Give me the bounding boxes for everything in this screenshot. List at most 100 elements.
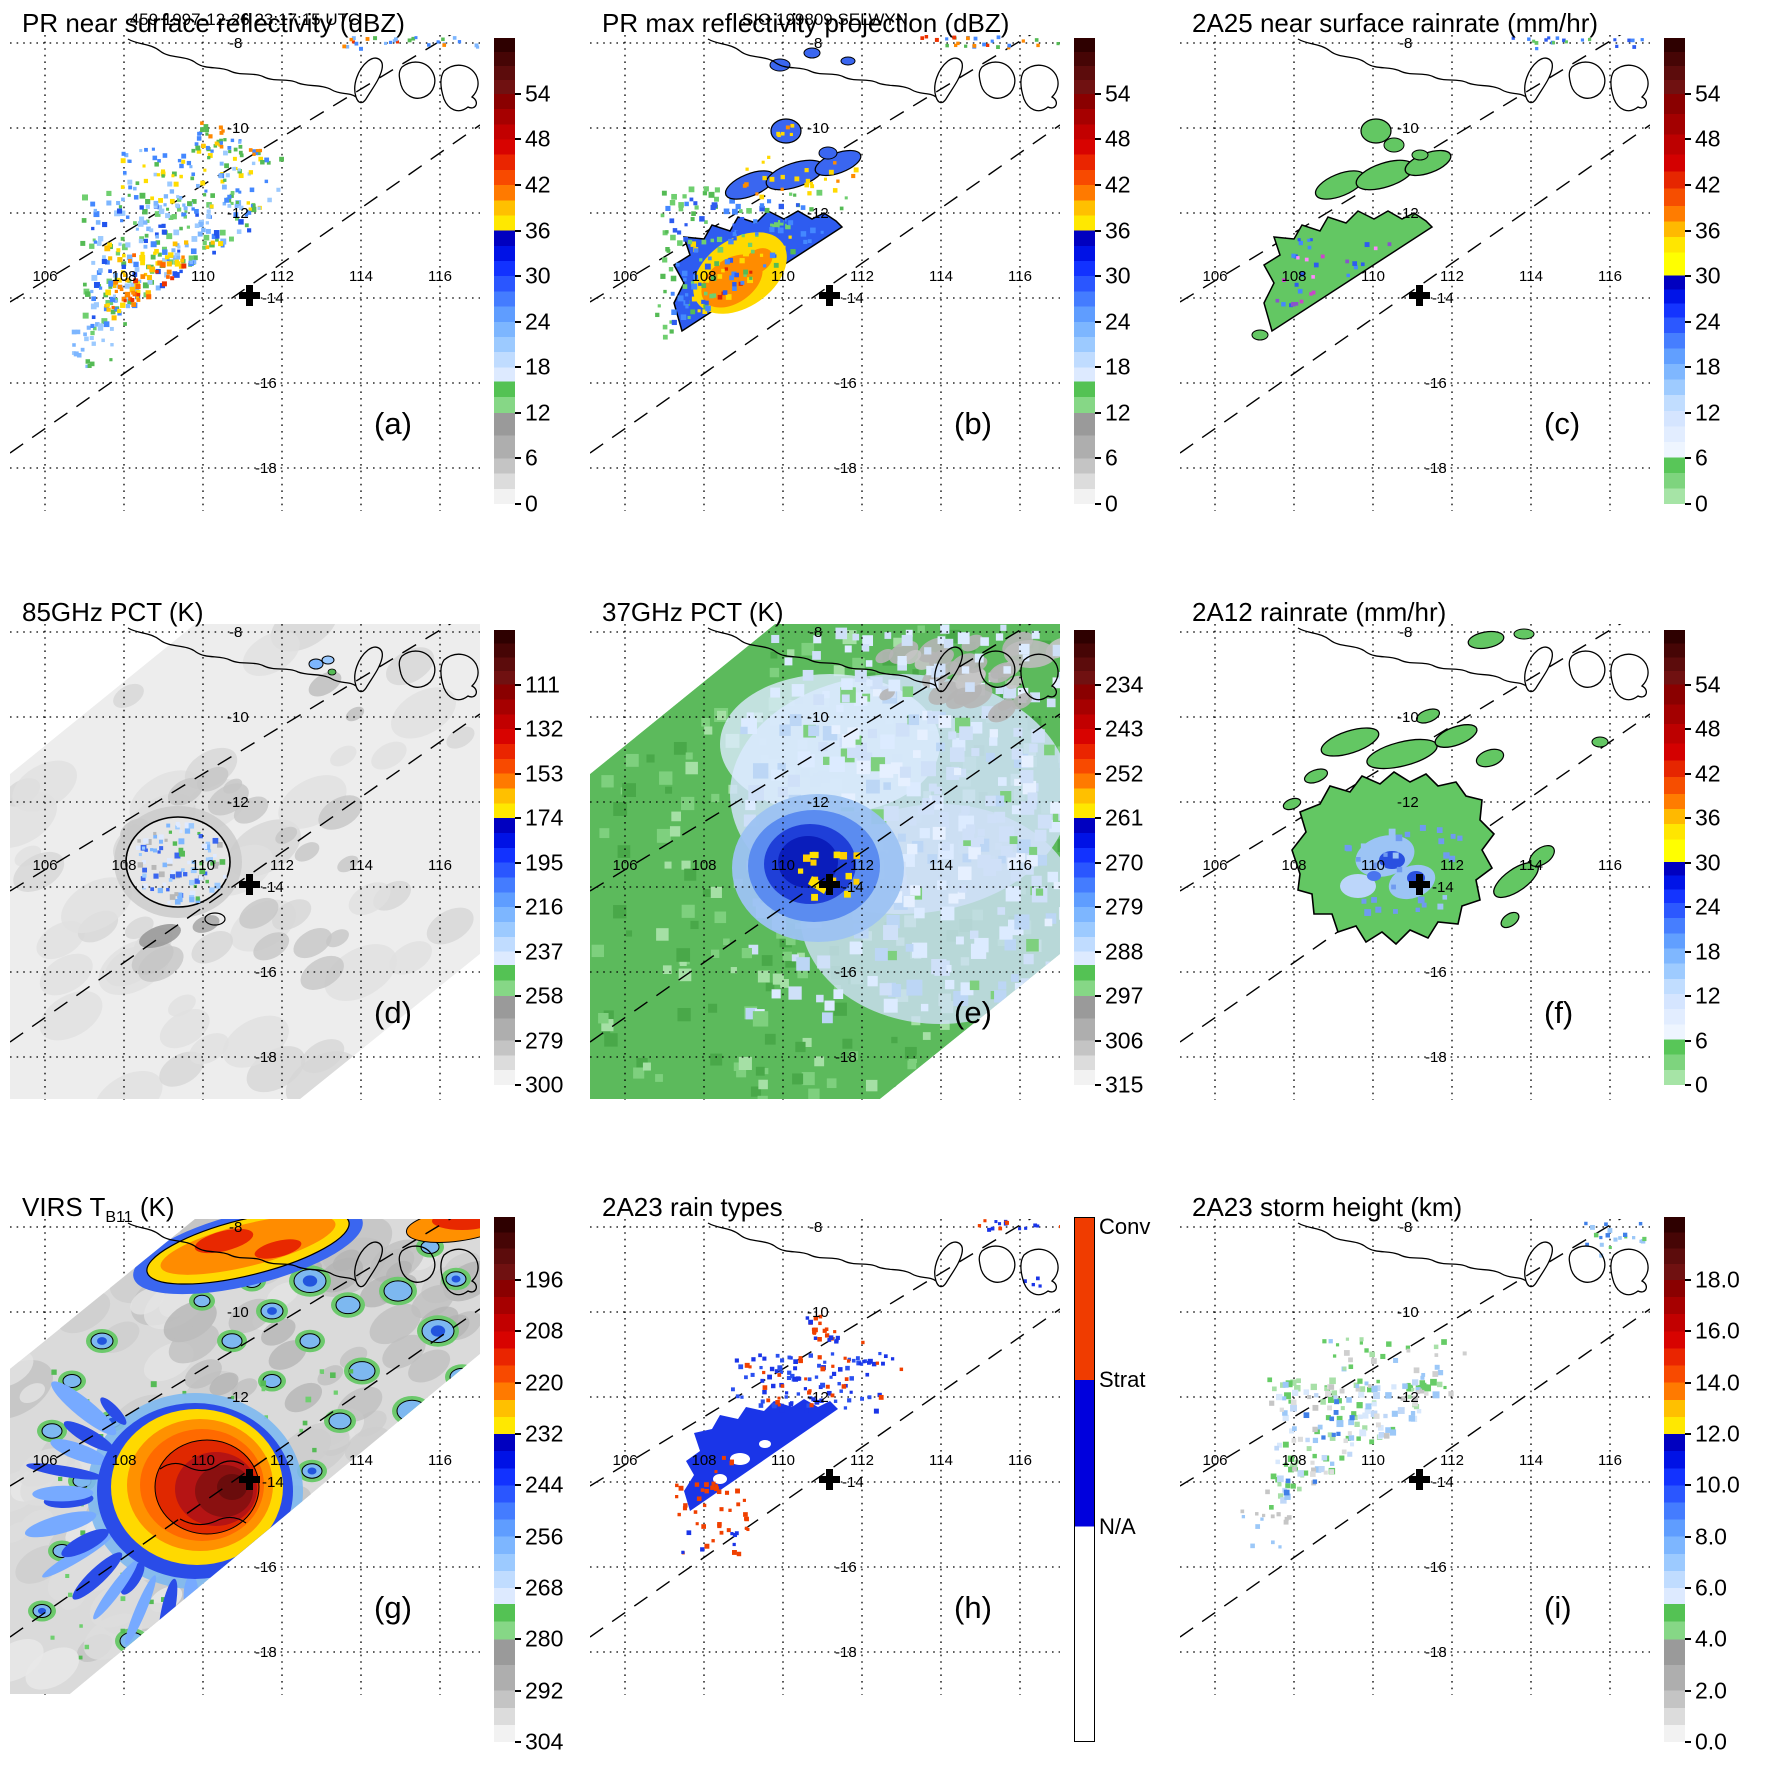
rain-type-label: Conv — [1099, 1214, 1151, 1239]
colorbar-tick — [515, 1279, 521, 1281]
graticule — [1180, 1219, 1650, 1695]
lon-label: 112 — [270, 1452, 294, 1469]
panel-title: PR near surface reflectivity (dBZ) — [22, 8, 405, 38]
colorbar-tick — [515, 503, 521, 505]
colorbar-tick-label: 42 — [1695, 171, 1721, 198]
lon-label: 112 — [270, 268, 294, 285]
lat-label: -10 — [807, 120, 829, 137]
colorbar-tick — [515, 457, 521, 460]
header-timestamp: 459 1997-12-26 23:17:15 UTC — [129, 10, 361, 29]
lat-label: -12 — [807, 205, 829, 222]
colorbar-tick-label: 6 — [525, 444, 538, 471]
lat-label: -16 — [1425, 964, 1447, 981]
colorbar: 54 48 42 36 30 24 18 12 6 0 — [1664, 630, 1771, 1098]
swath-edge-lines — [1180, 1219, 1650, 1638]
lon-label: 112 — [1440, 268, 1464, 285]
lon-label: 108 — [691, 1452, 716, 1469]
colorbar-tick — [1685, 411, 1691, 414]
lon-label: 110 — [1361, 857, 1385, 874]
panel-letter: (a) — [374, 406, 412, 441]
colorbar-tick-label: 36 — [525, 217, 551, 244]
lon-label: 110 — [771, 1452, 795, 1469]
colorbar-tick — [1685, 92, 1691, 95]
lon-label: 110 — [191, 1452, 215, 1469]
lon-label: 110 — [191, 268, 215, 285]
colorbar-tick-label: 2.0 — [1695, 1677, 1727, 1704]
lon-label: 106 — [1202, 268, 1227, 285]
colorbar-tick-label: 292 — [525, 1677, 564, 1704]
colorbar-tick-label: 279 — [1105, 893, 1144, 920]
colorbar-tick — [1095, 950, 1101, 953]
colorbar-tick — [515, 1741, 521, 1743]
colorbar-tick — [1685, 772, 1691, 775]
graticule — [1180, 35, 1650, 511]
colorbar-tick — [1685, 1587, 1691, 1590]
map-a: 106 108 110 112 114 116 -8 -10 -12 -14 -16 -18 — [10, 35, 480, 511]
lon-label: 112 — [1440, 857, 1464, 874]
lat-label: -16 — [255, 375, 277, 392]
colorbar-tick — [515, 995, 521, 997]
colorbar-tick — [1095, 366, 1101, 369]
panel-letter: (g) — [374, 1590, 412, 1625]
colorbar-tick-label: 18 — [525, 353, 551, 380]
lat-label: -16 — [835, 1559, 857, 1576]
colorbar-tick-label: 306 — [1105, 1027, 1144, 1053]
graticule — [590, 1219, 1060, 1695]
colorbar-tick-label: 54 — [1695, 80, 1721, 107]
rain-type-label: Strat — [1099, 1366, 1146, 1392]
colorbar-tick — [515, 1689, 521, 1692]
colorbar-tick-label: 234 — [1105, 671, 1144, 698]
lon-label: 106 — [1202, 1452, 1227, 1469]
colorbar-tick — [1095, 229, 1101, 232]
colorbar-tick-label: 279 — [525, 1027, 564, 1053]
lat-label: -8 — [1399, 624, 1412, 641]
colorbar-scale — [1664, 630, 1685, 1085]
lat-label: -10 — [1397, 709, 1419, 726]
colorbar-tick-label: 256 — [525, 1523, 564, 1550]
colorbar-tick — [515, 817, 521, 820]
lat-label: -8 — [809, 35, 822, 52]
colorbar-tick — [1685, 728, 1691, 731]
panel-title: 85GHz PCT (K) — [22, 597, 204, 627]
colorbar-tick — [515, 950, 521, 953]
data-layer — [10, 1219, 480, 1694]
colorbar-tick — [1095, 503, 1101, 505]
colorbar-tick-label: 6 — [1105, 444, 1118, 471]
lat-label: -18 — [1425, 460, 1447, 477]
colorbar-tick-label: 24 — [1695, 893, 1721, 920]
lon-label: 112 — [850, 268, 874, 285]
lon-label: 106 — [612, 1452, 637, 1469]
colorbar-scale — [1074, 38, 1095, 504]
storm-center-cross — [239, 285, 260, 306]
colorbar-tick — [1685, 457, 1691, 460]
colorbar-tick-label: 16.0 — [1695, 1317, 1740, 1344]
lat-label: -14 — [262, 879, 284, 896]
map-e: 106 108 110 112 114 116 -8 -10 -12 -14 -16 -18 — [590, 624, 1060, 1100]
colorbar-tick — [1685, 138, 1691, 141]
colorbar-tick — [515, 184, 521, 187]
panel-letter: (c) — [1544, 406, 1581, 441]
colorbar-tick-label: 48 — [525, 125, 551, 152]
colorbar-tick — [1685, 1484, 1691, 1487]
lat-label: -14 — [842, 290, 864, 307]
colorbar-tick-label: 4.0 — [1695, 1625, 1727, 1652]
storm-center-cross — [819, 285, 840, 306]
colorbar-tick-label: 208 — [525, 1317, 564, 1344]
colorbar-tick-label: 237 — [525, 938, 564, 965]
colorbar-tick — [515, 1587, 521, 1590]
colorbar-tick — [515, 1039, 521, 1042]
colorbar-tick — [515, 1535, 521, 1538]
colorbar-tick-label: 258 — [525, 982, 564, 1009]
colorbar-tick-label: 14.0 — [1695, 1369, 1740, 1396]
storm-center-cross — [1409, 1469, 1430, 1490]
storm-center-cross — [819, 1469, 840, 1490]
panel-title: 37GHz PCT (K) — [602, 597, 784, 627]
colorbar-tick-label: 280 — [525, 1625, 564, 1652]
colorbar-tick — [1095, 906, 1101, 909]
colorbar-tick — [515, 772, 521, 775]
colorbar-tick — [1685, 1039, 1691, 1042]
colorbar-tick — [1095, 1084, 1101, 1086]
colorbar-tick — [1095, 1039, 1101, 1042]
colorbar-tick — [1685, 1381, 1691, 1384]
